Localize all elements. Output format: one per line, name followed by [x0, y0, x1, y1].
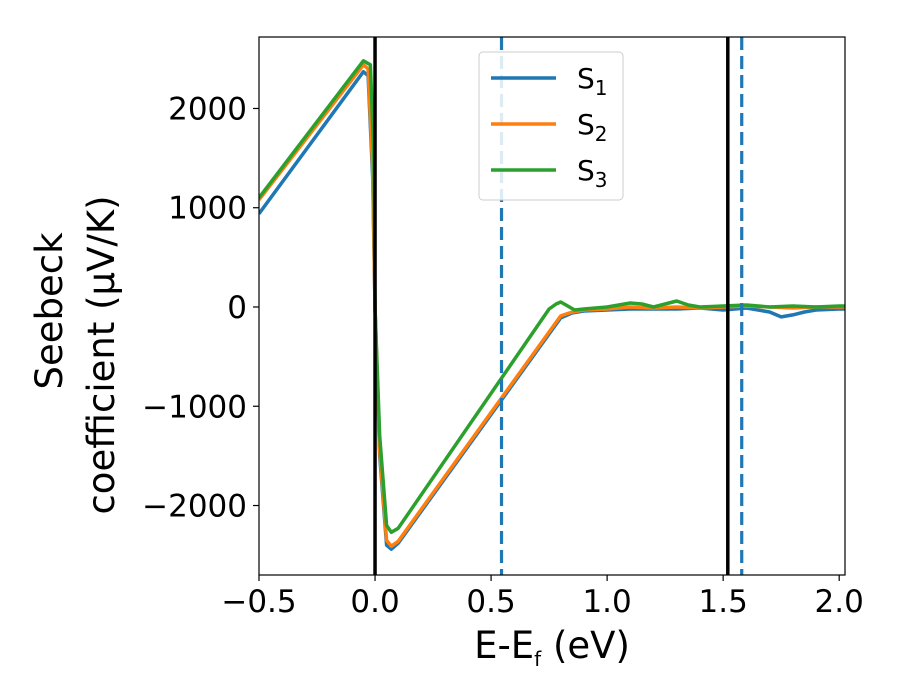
plot-frame [258, 36, 846, 576]
x-tick-label: −0.5 [221, 584, 296, 620]
x-tick-label: 1.0 [582, 584, 631, 620]
y-axis-label-line2: coefficient (μV/K) [80, 195, 123, 514]
vertical-lines [373, 37, 744, 575]
x-axis-ticks: −0.5 0.0 0.5 1.0 1.5 2.0 [221, 575, 864, 620]
y-tick-label: 1000 [168, 191, 247, 227]
x-axis-label: E-Ef (eV) [474, 624, 630, 671]
legend-label-3: S3 [577, 154, 608, 192]
y-axis-label: Seebeck coefficient (μV/K) [28, 195, 123, 514]
legend-box [478, 51, 624, 201]
y-axis-label-line1: Seebeck [28, 232, 71, 390]
x-tick-label: 2.0 [815, 584, 864, 620]
y-tick-label: 0 [227, 290, 247, 326]
series-line-3 [259, 59, 845, 535]
legend-label-2: S2 [577, 108, 608, 146]
legend-label-1: S1 [577, 62, 608, 100]
x-tick-label: 0.0 [350, 584, 399, 620]
y-tick-label: −2000 [142, 489, 247, 525]
legend: S1 S2 S3 [478, 51, 624, 201]
x-tick-label: 0.5 [466, 584, 515, 620]
y-tick-label: −1000 [142, 389, 247, 425]
plot-area [259, 37, 845, 575]
y-tick-label: 2000 [168, 91, 247, 127]
x-tick-label: 1.5 [699, 584, 748, 620]
y-axis-ticks: 2000 1000 0 −1000 −2000 [142, 91, 259, 525]
